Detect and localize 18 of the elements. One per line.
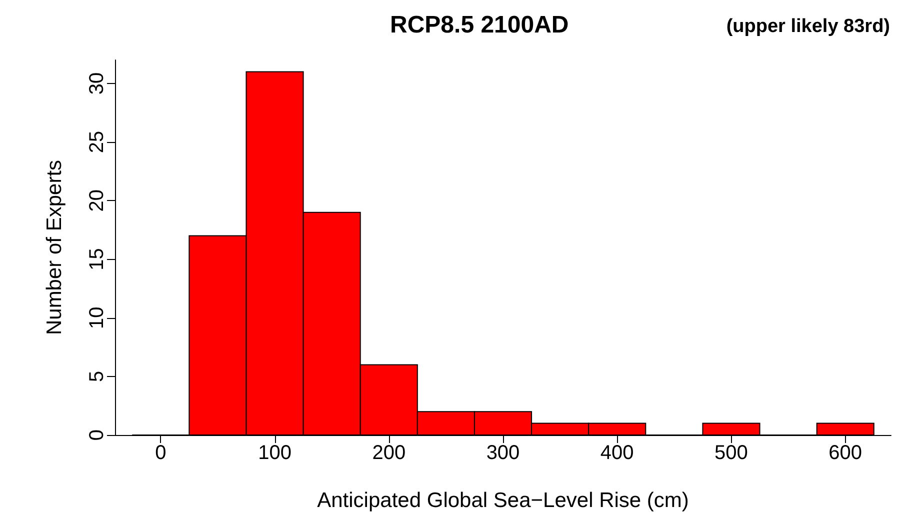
x-tick-label: 600 (828, 442, 862, 464)
y-tick-label: 0 (86, 429, 108, 441)
y-tick-label: 5 (86, 370, 108, 382)
y-axis-title: Number of Experts (43, 160, 66, 336)
chart-subtitle: (upper likely 83rd) (726, 16, 890, 37)
x-tick-label: 400 (600, 442, 634, 464)
x-tick-label: 500 (714, 442, 748, 464)
x-tick-label: 200 (372, 442, 406, 464)
x-tick-label: 300 (486, 442, 520, 464)
y-tick-label: 15 (86, 248, 108, 270)
x-tick-label: 100 (258, 442, 292, 464)
x-axis-title: Anticipated Global Sea−Level Rise (cm) (317, 489, 689, 512)
chart-title: RCP8.5 2100AD (390, 12, 569, 38)
y-tick-label: 30 (86, 72, 108, 95)
y-tick-label: 20 (86, 190, 108, 212)
x-tick-label: 0 (155, 442, 166, 464)
y-tick-label: 25 (86, 130, 108, 154)
y-tick-label: 10 (86, 306, 108, 329)
